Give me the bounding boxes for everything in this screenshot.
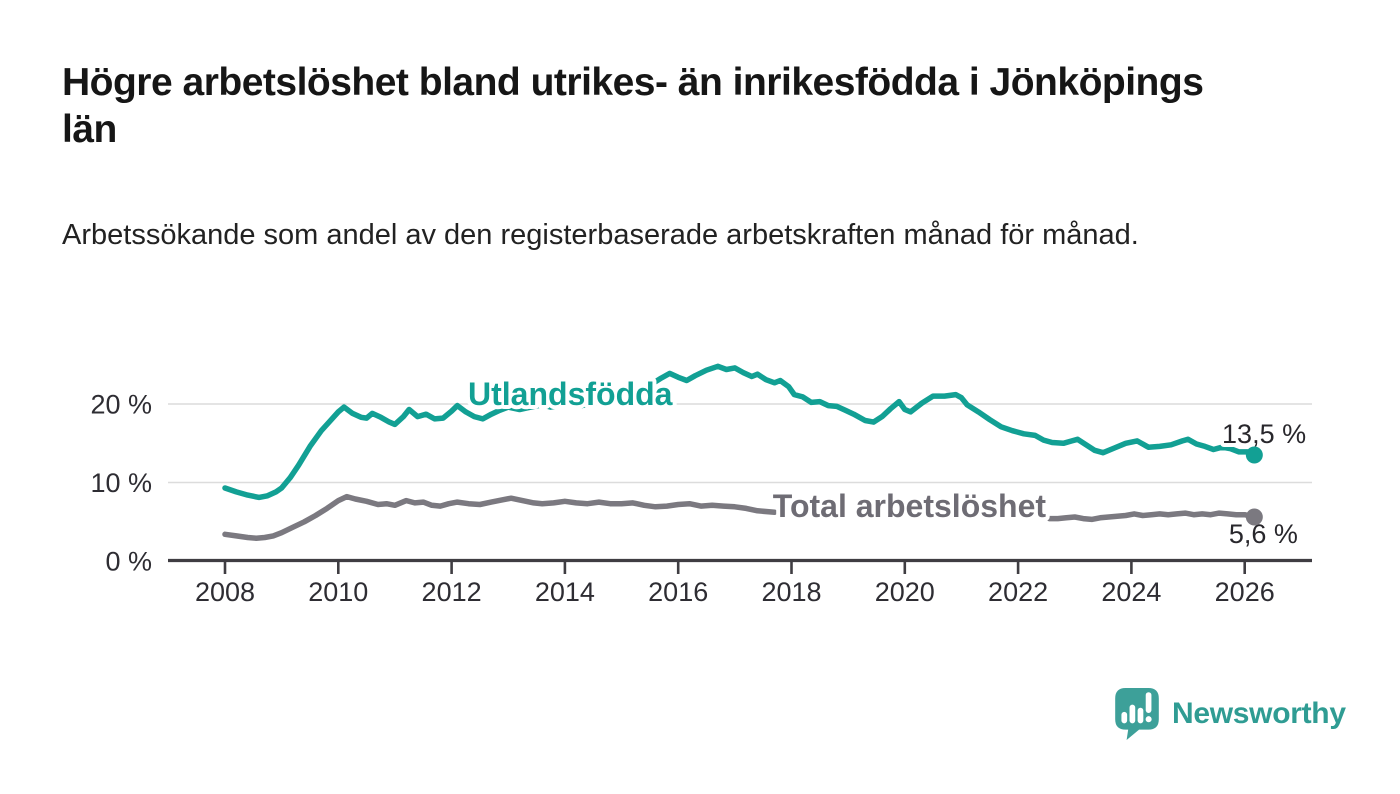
svg-text:2016: 2016 (648, 577, 708, 607)
svg-text:13,5 %: 13,5 % (1222, 419, 1306, 449)
svg-text:2014: 2014 (535, 577, 595, 607)
svg-text:2018: 2018 (761, 577, 821, 607)
brand-footer: Newsworthy (1114, 687, 1346, 741)
svg-text:2026: 2026 (1215, 577, 1275, 607)
svg-text:2010: 2010 (308, 577, 368, 607)
svg-text:Total arbetslöshet: Total arbetslöshet (773, 488, 1047, 524)
newsworthy-logo-icon (1115, 688, 1159, 740)
svg-text:10 %: 10 % (90, 468, 152, 498)
chart-title: Högre arbetslöshet bland utrikes- än inr… (62, 61, 1204, 151)
svg-text:Utlandsfödda: Utlandsfödda (468, 376, 673, 412)
svg-text:2024: 2024 (1101, 577, 1161, 607)
svg-text:2022: 2022 (988, 577, 1048, 607)
chart-subtitle: Arbetssökande som andel av den registerb… (62, 219, 1139, 251)
svg-text:0 %: 0 % (105, 547, 152, 577)
svg-text:2008: 2008 (195, 577, 255, 607)
svg-text:20 %: 20 % (90, 390, 152, 420)
svg-text:2020: 2020 (875, 577, 935, 607)
brand-name: Newsworthy (1172, 697, 1346, 730)
svg-text:5,6 %: 5,6 % (1229, 519, 1298, 549)
svg-text:2012: 2012 (422, 577, 482, 607)
